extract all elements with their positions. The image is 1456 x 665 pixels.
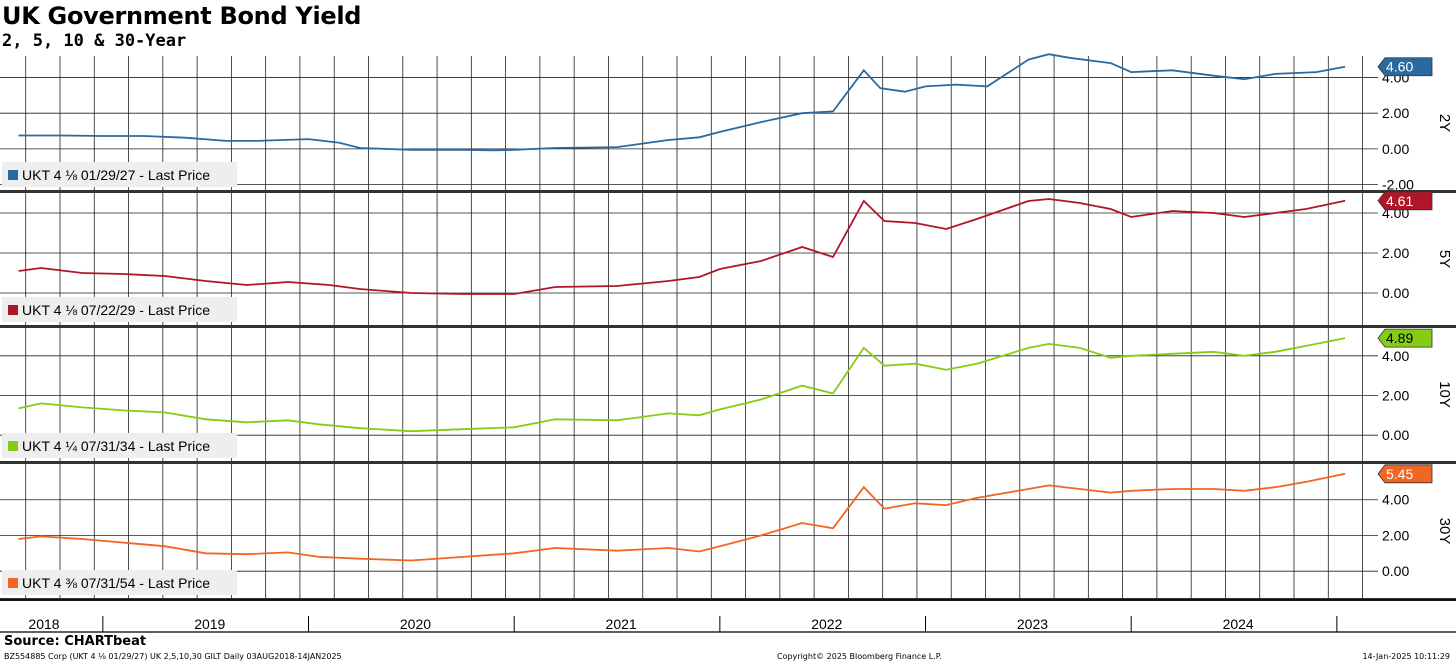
x-tick-label: 2018 (28, 616, 59, 632)
last-value-label: 4.60 (1386, 59, 1413, 75)
legend-swatch (8, 441, 18, 451)
tenor-label: 10Y (1436, 381, 1453, 408)
legend-swatch (8, 305, 18, 315)
legend-label: UKT 4 ⅜ 07/31/54 - Last Price (22, 575, 210, 591)
legend-label: UKT 4 ⅛ 01/29/27 - Last Price (22, 167, 210, 183)
y-tick-label: 0.00 (1382, 563, 1409, 579)
legend-label: UKT 4 ⅛ 07/22/29 - Last Price (22, 302, 210, 318)
legend-swatch (8, 578, 18, 588)
footer-copyright: Copyright© 2025 Bloomberg Finance L.P. (777, 652, 942, 661)
last-value-tag (1377, 57, 1433, 77)
y-tick-label: 4.00 (1382, 492, 1409, 508)
legend-box (2, 162, 237, 187)
y-tick-label: -2.00 (1382, 177, 1414, 193)
series-line-2y (18, 53, 1346, 152)
x-tick-label: 2020 (400, 616, 431, 632)
series-line-10y (18, 337, 1346, 433)
last-value-label: 5.45 (1386, 466, 1413, 482)
x-tick-label: 2022 (811, 616, 842, 632)
tenor-label: 30Y (1436, 518, 1453, 545)
y-tick-label: 4.00 (1382, 348, 1409, 364)
footer-timestamp: 14-Jan-2025 10:11:29 (1362, 652, 1450, 661)
x-tick-label: 2024 (1223, 616, 1254, 632)
x-axis: 2018 2019 2020 2021 2022 2023 2024 (0, 599, 1456, 633)
tenor-label: 5Y (1436, 250, 1453, 268)
panel-30y: 0.00 2.00 4.00 5.45 30Y UKT 4 ⅜ 07/31/54 - La… (0, 464, 1456, 601)
last-value-label: 4.61 (1386, 193, 1413, 209)
last-value-label: 4.89 (1386, 330, 1413, 346)
panel-10y: 0.00 2.00 4.00 4.89 10Y UKT 4 ¼ 07/31/34 - La… (0, 328, 1456, 464)
y-tick-label: 2.00 (1382, 245, 1409, 261)
legend-box (2, 570, 237, 595)
chart-title: UK Government Bond Yield (2, 2, 362, 30)
y-tick-label: 0.00 (1382, 141, 1409, 157)
last-value-tag (1377, 464, 1433, 484)
y-tick-label: 2.00 (1382, 527, 1409, 543)
y-tick-label: 2.00 (1382, 387, 1409, 403)
x-tick-label: 2019 (194, 616, 225, 632)
y-tick-label: 2.00 (1382, 105, 1409, 121)
last-value-tag (1377, 191, 1433, 211)
series-line-5y (18, 198, 1346, 295)
chart-subtitle: 2, 5, 10 & 30-Year (2, 31, 187, 51)
series-line-30y (18, 472, 1346, 562)
legend-box (2, 433, 237, 458)
x-tick-label: 2021 (606, 616, 637, 632)
legend-swatch (8, 170, 18, 180)
legend-label: UKT 4 ¼ 07/31/34 - Last Price (22, 438, 210, 454)
y-tick-label: 0.00 (1382, 427, 1409, 443)
tenor-label: 2Y (1436, 114, 1453, 132)
x-tick-label: 2023 (1017, 616, 1048, 632)
y-tick-label: 0.00 (1382, 285, 1409, 301)
source-label: Source: CHARTbeat (4, 634, 147, 649)
footer-ticker: BZ554885 Corp (UKT 4 ⅛ 01/29/27) UK 2,5,… (4, 652, 342, 661)
last-value-tag (1377, 328, 1433, 348)
legend-box (2, 297, 237, 322)
